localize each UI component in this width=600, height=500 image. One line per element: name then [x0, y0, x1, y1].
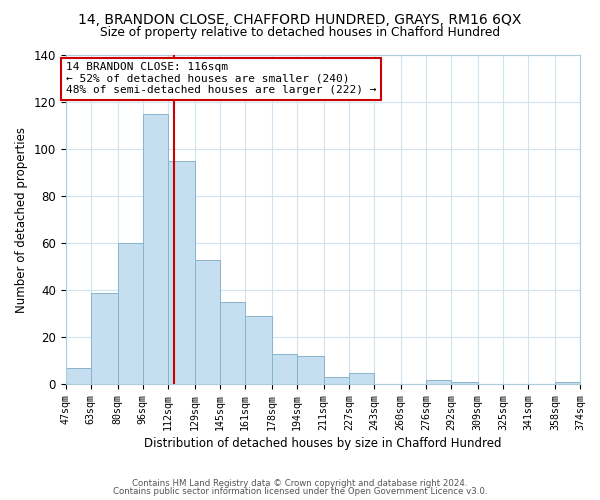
Text: 14, BRANDON CLOSE, CHAFFORD HUNDRED, GRAYS, RM16 6QX: 14, BRANDON CLOSE, CHAFFORD HUNDRED, GRA…: [79, 12, 521, 26]
Bar: [555, 382, 580, 384]
Bar: [272, 354, 297, 384]
Bar: [349, 372, 374, 384]
Bar: [297, 356, 323, 384]
Bar: [245, 316, 272, 384]
Text: Contains HM Land Registry data © Crown copyright and database right 2024.: Contains HM Land Registry data © Crown c…: [132, 478, 468, 488]
Text: Size of property relative to detached houses in Chafford Hundred: Size of property relative to detached ho…: [100, 26, 500, 39]
Bar: [91, 292, 118, 384]
Text: Contains public sector information licensed under the Open Government Licence v3: Contains public sector information licen…: [113, 487, 487, 496]
Y-axis label: Number of detached properties: Number of detached properties: [15, 126, 28, 312]
Bar: [168, 161, 194, 384]
Bar: [220, 302, 245, 384]
Bar: [118, 243, 143, 384]
Text: 14 BRANDON CLOSE: 116sqm
← 52% of detached houses are smaller (240)
48% of semi-: 14 BRANDON CLOSE: 116sqm ← 52% of detach…: [65, 62, 376, 96]
Bar: [426, 380, 451, 384]
X-axis label: Distribution of detached houses by size in Chafford Hundred: Distribution of detached houses by size …: [144, 437, 502, 450]
Bar: [323, 378, 349, 384]
Bar: [194, 260, 220, 384]
Bar: [65, 368, 91, 384]
Bar: [451, 382, 478, 384]
Bar: [143, 114, 168, 384]
